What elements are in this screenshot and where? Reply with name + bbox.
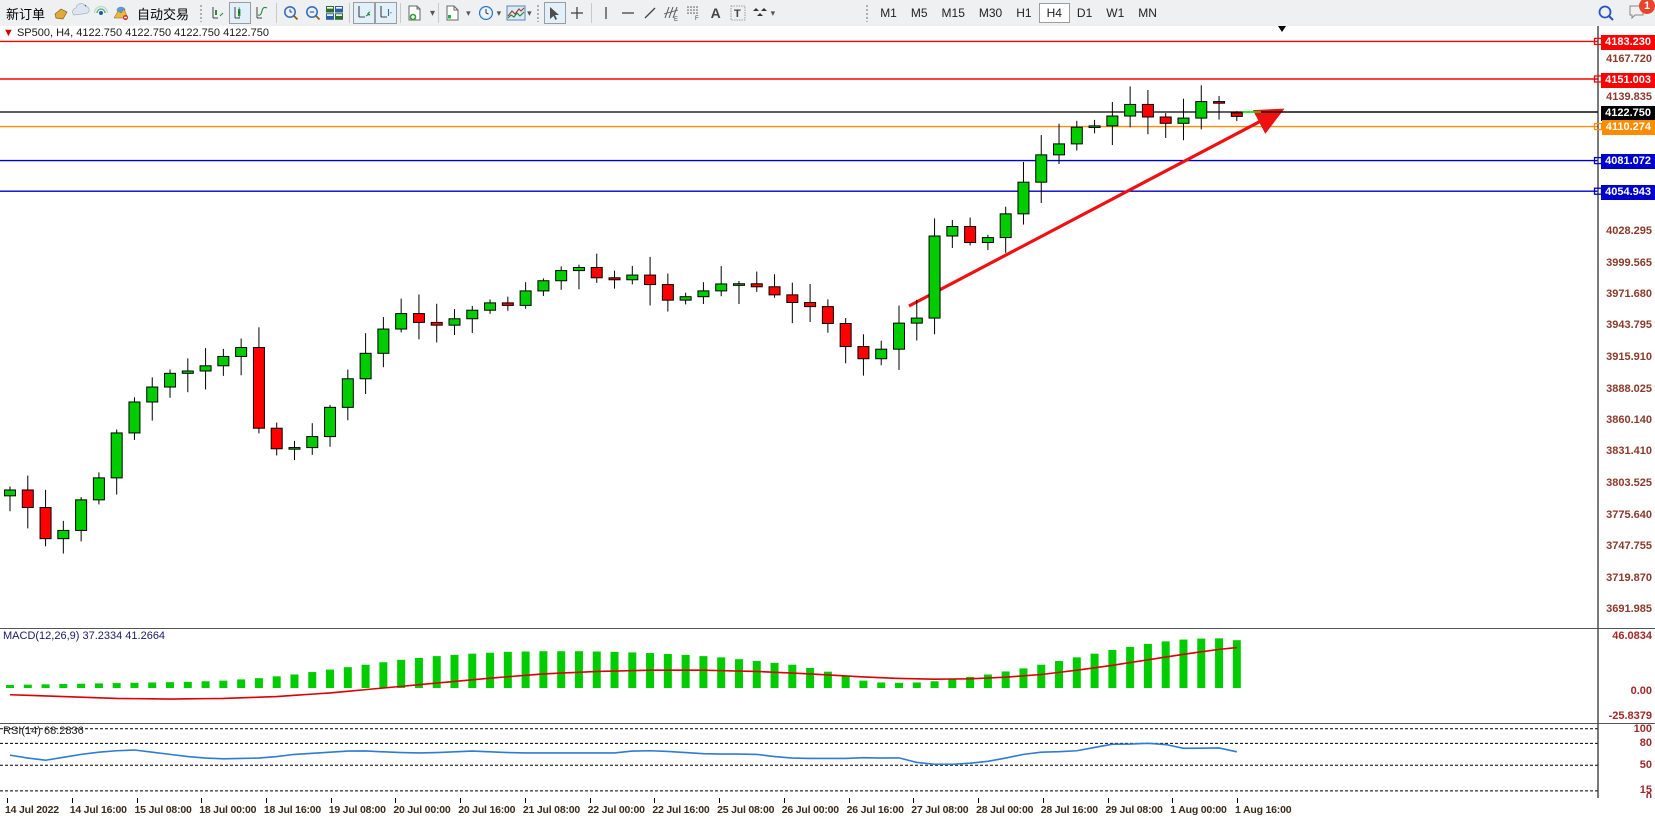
svg-text:F: F [695, 16, 699, 21]
svg-text:T: T [734, 8, 741, 20]
svg-text:E: E [674, 17, 678, 21]
